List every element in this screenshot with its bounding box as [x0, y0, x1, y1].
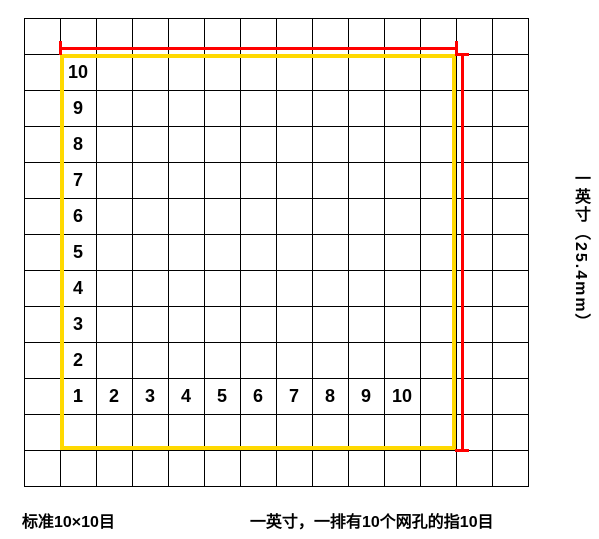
- grid-cell: [493, 163, 529, 199]
- grid-number-y: 8: [60, 135, 96, 153]
- grid-cell: [493, 199, 529, 235]
- grid-cell: [25, 19, 61, 55]
- grid-number-x: 4: [168, 387, 204, 405]
- grid-number-y: 9: [60, 99, 96, 117]
- grid-cell: [241, 451, 277, 487]
- grid-number-y: 5: [60, 243, 96, 261]
- grid-number-x: 9: [348, 387, 384, 405]
- diagram-root: 1098765432112345678910 一英寸（25.4mm） 标准10×…: [0, 0, 599, 539]
- grid-cell: [385, 451, 421, 487]
- grid-number-x: 8: [312, 387, 348, 405]
- grid-cell: [25, 415, 61, 451]
- grid-cell: [493, 379, 529, 415]
- grid-cell: [97, 451, 133, 487]
- grid-cell: [277, 451, 313, 487]
- grid-number-x: 1: [60, 387, 96, 405]
- red-bar-vertical-cap-top: [455, 53, 469, 56]
- red-bar-horizontal-cap-left: [59, 41, 62, 55]
- grid-cell: [493, 343, 529, 379]
- grid-cell: [493, 451, 529, 487]
- grid-number-x: 3: [132, 387, 168, 405]
- grid-cell: [313, 451, 349, 487]
- grid-cell: [133, 451, 169, 487]
- grid-cell: [493, 271, 529, 307]
- grid-number-x: 5: [204, 387, 240, 405]
- grid-cell: [25, 307, 61, 343]
- grid-cell: [25, 127, 61, 163]
- grid-cell: [25, 451, 61, 487]
- grid-cell: [25, 199, 61, 235]
- grid-cell: [493, 127, 529, 163]
- caption-explain: 一英寸，一排有10个网孔的指10目: [250, 508, 494, 532]
- grid-cell: [25, 379, 61, 415]
- grid-cell: [25, 235, 61, 271]
- grid-cell: [493, 19, 529, 55]
- grid-number-x: 6: [240, 387, 276, 405]
- grid-cell: [493, 55, 529, 91]
- grid-number-x: 10: [384, 387, 420, 405]
- grid-cell: [25, 163, 61, 199]
- grid-number-x: 7: [276, 387, 312, 405]
- grid-cell: [493, 235, 529, 271]
- grid-cell: [421, 451, 457, 487]
- red-bar-vertical: [461, 54, 464, 450]
- caption-standard: 标准10×10目: [22, 508, 115, 532]
- grid-cell: [25, 271, 61, 307]
- grid-number-y: 10: [60, 63, 96, 81]
- grid-cell: [205, 451, 241, 487]
- grid-cell: [493, 307, 529, 343]
- grid-cell: [457, 451, 493, 487]
- grid-cell: [349, 451, 385, 487]
- label-one-inch-vertical: 一英寸（25.4mm）: [568, 170, 592, 332]
- grid-cell: [25, 91, 61, 127]
- red-bar-horizontal: [60, 47, 456, 50]
- grid-cell: [25, 343, 61, 379]
- grid-cell: [61, 451, 97, 487]
- red-bar-vertical-cap-bottom: [455, 449, 469, 452]
- grid-cell: [25, 55, 61, 91]
- grid-cell: [493, 415, 529, 451]
- grid-cell: [457, 19, 493, 55]
- grid-number-y: 3: [60, 315, 96, 333]
- grid-cell: [493, 91, 529, 127]
- grid-number-y: 6: [60, 207, 96, 225]
- grid-number-y: 4: [60, 279, 96, 297]
- grid-number-y: 2: [60, 351, 96, 369]
- grid-number-y: 7: [60, 171, 96, 189]
- grid-cell: [169, 451, 205, 487]
- grid-number-x: 2: [96, 387, 132, 405]
